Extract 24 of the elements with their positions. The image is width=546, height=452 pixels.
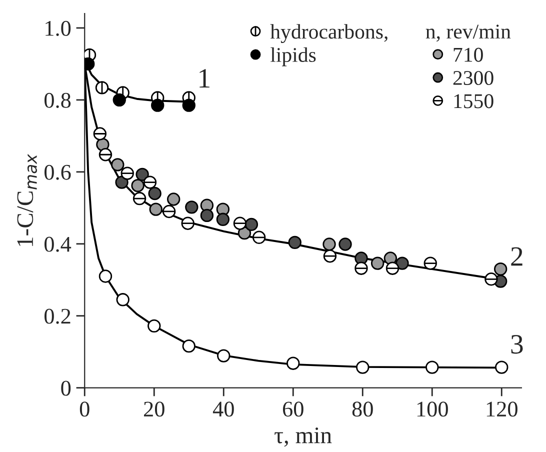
- annotation: 2: [511, 247, 522, 266]
- legend-label: 710: [454, 48, 483, 62]
- y-tick-label: 0.6: [44, 164, 71, 180]
- annotation: 3: [511, 335, 523, 354]
- legend-label: 1550: [454, 94, 494, 108]
- y-tick-label: 0: [61, 380, 71, 396]
- legend-title: n, rev/min: [426, 24, 511, 42]
- y-tick-label: 0.8: [44, 92, 71, 108]
- x-tick-label: 40: [212, 402, 234, 417]
- legend-label: 2300: [453, 70, 494, 86]
- x-tick-label: 80: [352, 402, 373, 417]
- x-tick-label: 100: [417, 402, 448, 417]
- x-tick-label: 60: [282, 402, 304, 417]
- legend-label: lipids: [270, 47, 316, 66]
- y-tick-label: 0.2: [44, 308, 70, 324]
- y-tick-label: 0.4: [44, 236, 72, 252]
- x-tick-label: 0: [80, 402, 90, 417]
- x-axis-title: τ, min: [274, 427, 332, 447]
- y-tick-label: 1.0: [46, 20, 71, 36]
- annotation: 1: [200, 69, 210, 88]
- x-tick-label: 120: [486, 402, 518, 417]
- legend-label: hydrocarbons,: [270, 24, 388, 44]
- x-tick-label: 20: [144, 402, 164, 417]
- y-axis-title: 1-C/C$_{max}$: [17, 154, 37, 246]
